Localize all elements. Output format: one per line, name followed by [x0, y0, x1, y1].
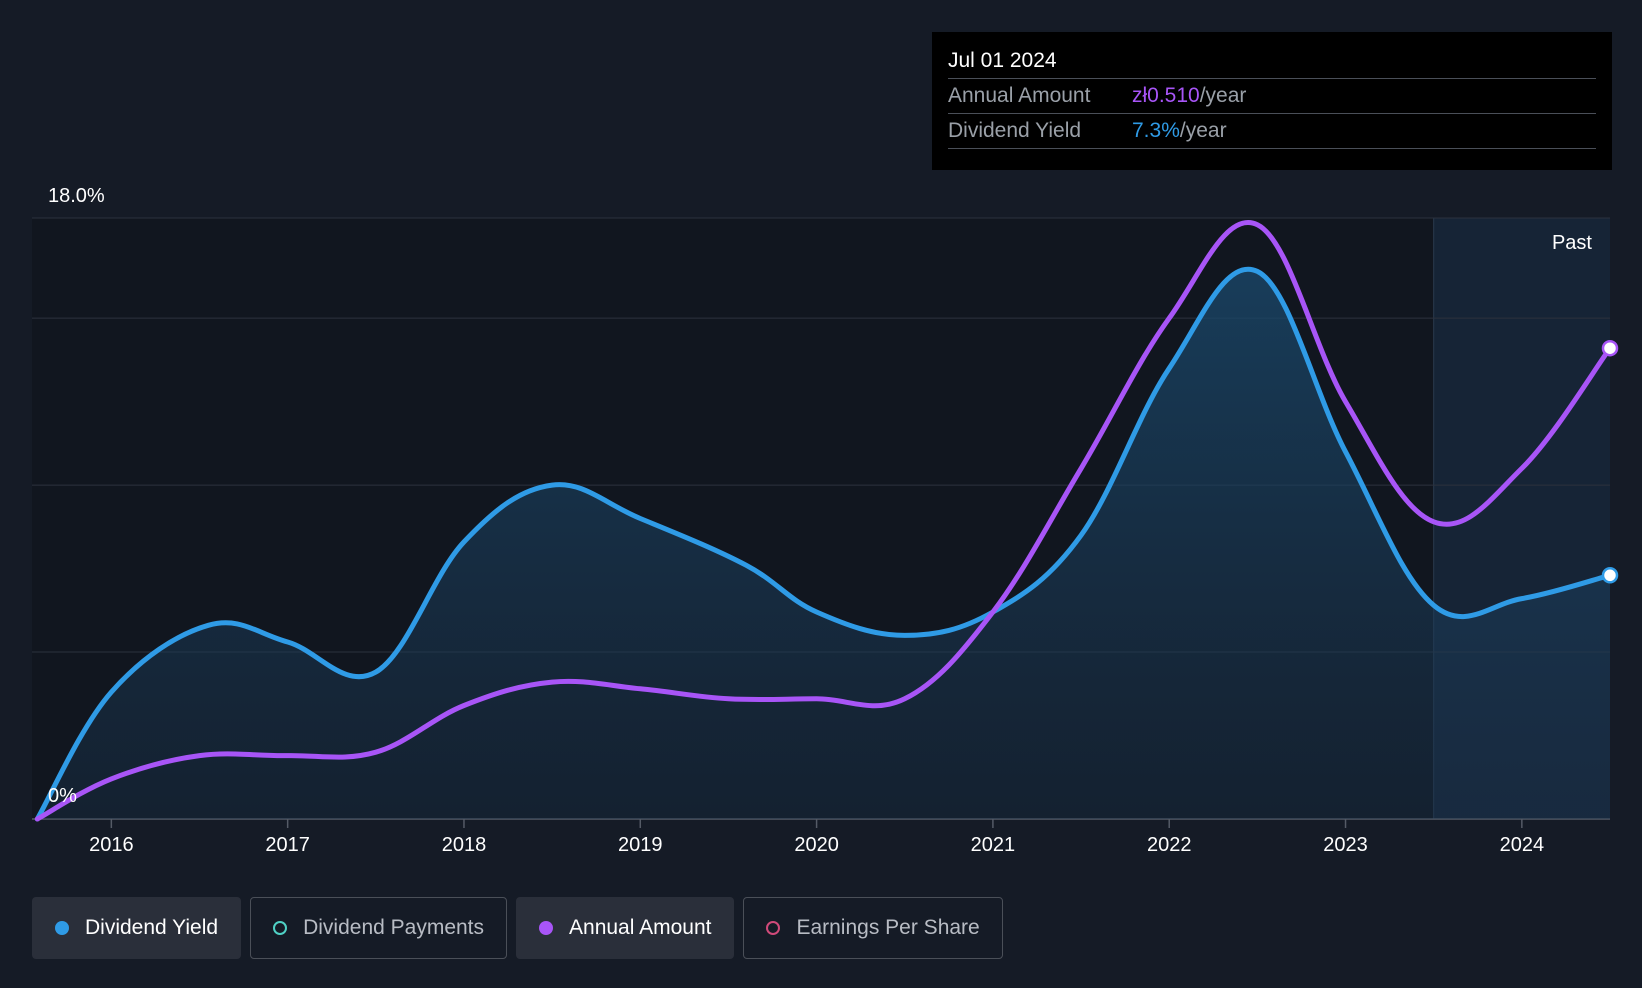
- tooltip-annual-amount-unit: /year: [1199, 84, 1247, 107]
- tooltip-dividend-yield-row: Dividend Yield 7.3% /year: [948, 113, 1596, 149]
- x-tick-label: 2020: [794, 834, 839, 856]
- tooltip-dividend-yield-label: Dividend Yield: [948, 119, 1082, 142]
- dividend-payments-ring-icon: [273, 921, 288, 935]
- legend-dividend-yield-label: Dividend Yield: [85, 916, 219, 939]
- y-axis-max-label: 18.0%: [48, 185, 105, 207]
- x-tick-label: 2017: [265, 834, 310, 856]
- tooltip-date: Jul 01 2024: [948, 49, 1057, 72]
- legend-dividend-payments-button[interactable]: Dividend Payments: [250, 897, 508, 959]
- legend-earnings-per-share-button[interactable]: Earnings Per Share: [743, 897, 1003, 959]
- annual-amount-dot-icon: [539, 921, 554, 935]
- past-label: Past: [1552, 232, 1592, 254]
- x-tick-label: 2018: [442, 834, 487, 856]
- dividend-yield-endpoint: [1601, 567, 1619, 584]
- dividend-yield-area: [37, 269, 1610, 819]
- annual-amount-line: [34, 220, 1613, 822]
- tooltip-annual-amount-label: Annual Amount: [948, 84, 1091, 107]
- legend-annual-amount-button[interactable]: Annual Amount: [516, 897, 735, 959]
- dividend-yield-dot-icon: [55, 921, 69, 935]
- earnings-per-share-ring-icon: [766, 921, 781, 935]
- tooltip-dividend-yield-value: 7.3%: [1132, 119, 1180, 142]
- tooltip-dividend-yield-unit: /year: [1179, 119, 1227, 142]
- legend: Dividend Yield Dividend Payments Annual …: [32, 897, 1003, 959]
- x-tick-label: 2019: [618, 834, 663, 856]
- x-tick-label: 2023: [1323, 834, 1368, 856]
- tooltip-annual-amount-row: Annual Amount zł0.510 /year: [948, 78, 1596, 113]
- tooltip-annual-amount-value: zł0.510: [1132, 84, 1200, 107]
- y-axis-min-label: 0%: [48, 785, 77, 807]
- legend-dividend-payments-label: Dividend Payments: [303, 916, 485, 939]
- x-tick-label: 2016: [89, 834, 134, 856]
- legend-earnings-per-share-label: Earnings Per Share: [796, 916, 980, 939]
- x-tick-label: 2022: [1147, 834, 1192, 856]
- dividend-yield-line: [34, 266, 1613, 822]
- x-tick-label: 2021: [971, 834, 1016, 856]
- annual-amount-endpoint: [1601, 339, 1619, 357]
- tooltip: Jul 01 2024 Annual Amount zł0.510 /year …: [932, 32, 1612, 170]
- legend-dividend-yield-button[interactable]: Dividend Yield: [32, 897, 242, 959]
- x-tick-label: 2024: [1500, 834, 1545, 856]
- legend-annual-amount-label: Annual Amount: [569, 916, 712, 939]
